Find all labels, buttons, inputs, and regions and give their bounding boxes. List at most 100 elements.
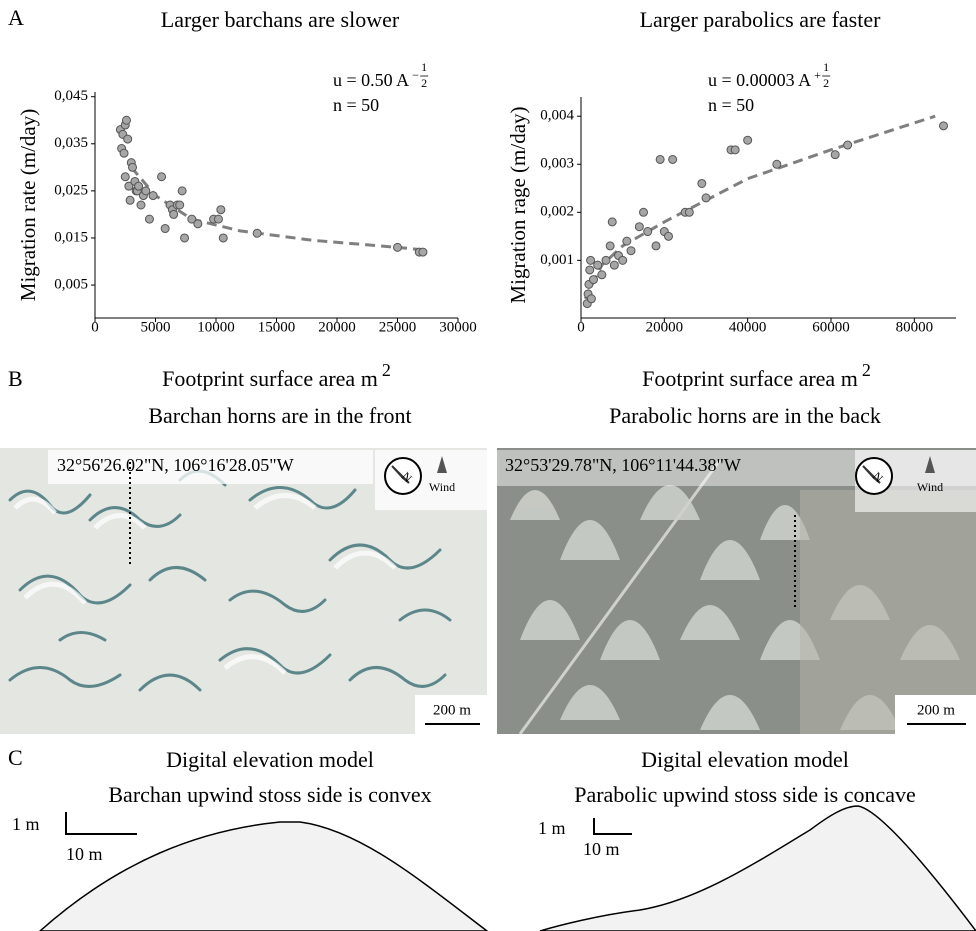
x-tick-label: 20000 [318,319,356,335]
data-point [651,241,661,251]
x-tick-label: 40000 [729,319,767,335]
profile-title: Digital elevation model [641,747,849,772]
profiles [38,805,976,931]
data-point [136,200,146,210]
x-axis-label-sup: 2 [862,360,871,380]
data-point [664,231,673,241]
chart-title: Larger parabolics are faster [640,7,882,32]
barchan-image [0,448,487,734]
data-point [830,150,840,160]
data-point [697,178,707,188]
exponent-num: 1 [823,60,829,74]
data-point [772,159,782,169]
equation: u = 0.50 A [333,70,409,90]
y-tick-label: 0,002 [540,204,574,220]
scale-label: 200 m [433,702,471,718]
data-point [618,255,628,265]
y-tick-label: 0,005 [54,276,88,292]
data-point [123,134,133,144]
data-point [121,115,131,125]
data-point [124,181,134,191]
y-tick-label: 0,045 [54,88,88,104]
data-point [187,214,197,224]
data-point [643,227,653,237]
y-tick-label: 0,035 [54,135,88,151]
data-point [218,233,228,243]
data-point [655,154,665,164]
x-tick-label: 60000 [812,319,850,335]
data-point [730,145,740,155]
data-point [593,260,603,270]
scale-label: 200 m [917,702,955,718]
exponent-den: 2 [421,76,427,90]
vertical-scale: 1 m [12,814,40,834]
data-point [169,209,179,219]
image-title: Parabolic horns are in the back [609,403,881,428]
data-point [193,219,203,229]
y-tick-label: 0,003 [540,156,574,172]
data-point [939,121,948,131]
profile-title: Digital elevation model [166,747,374,772]
data-point [175,200,185,210]
x-axis-label: Footprint surface area m [162,366,378,391]
data-point [177,186,187,196]
coordinates: 32°53'29.78"N, 106°11'44.38"W [505,455,741,475]
data-point [180,233,190,243]
x-tick-label: 80000 [896,319,934,335]
x-tick-label: 25000 [379,319,417,335]
x-axis-label: Footprint surface area m [642,366,858,391]
data-point [743,135,753,145]
data-point [125,195,135,205]
panel-letter: C [8,745,23,770]
wind-label: Wind [917,480,943,494]
data-point [144,214,154,224]
y-tick-label: 0,015 [54,229,88,245]
data-point [252,228,262,238]
equation: u = 0.00003 A [708,70,811,90]
data-point [589,275,598,285]
wind-label: Wind [429,480,455,494]
data-point [141,186,151,196]
data-point [418,247,428,257]
panel-letter: B [8,366,23,391]
data-point [597,270,607,280]
x-tick-label: 5000 [141,319,171,335]
data-point [160,224,170,234]
profile-subtitle: Parabolic upwind stoss side is concave [574,782,916,807]
y-axis-label: Migration rage (m/day) [506,106,530,303]
parabolic-image [497,448,976,734]
x-tick-label: 0 [91,319,99,335]
data-point [684,207,694,217]
chart-title: Larger barchans are slower [161,7,400,32]
data-point [634,222,644,232]
compass [384,456,966,725]
image-title: Barchan horns are in the front [148,403,411,428]
data-point [393,242,402,252]
data-point [605,241,615,251]
vertical-scale: 1 m [538,818,566,838]
exponent-sign: + [814,68,821,82]
y-tick-label: 0,004 [540,108,574,124]
data-point [586,294,596,304]
data-point [609,260,619,270]
horizontal-scale: 10 m [66,844,103,864]
y-axis-label: Migration rate (m/day) [16,109,40,301]
x-tick-label: 10000 [197,319,235,335]
data-point [607,217,617,227]
data-point [668,154,678,164]
coordinates: 32°56'26.02"N, 106°16'28.05"W [57,455,294,475]
data-point [157,172,167,182]
scale-bars [65,812,632,835]
data-point [843,140,853,150]
data-point [585,265,595,275]
data-point [586,255,596,265]
data-point [216,205,226,215]
profile-subtitle: Barchan upwind stoss side is convex [108,782,431,807]
x-axis-label-sup: 2 [382,360,391,380]
data-point [622,236,632,246]
exponent-den: 2 [823,76,829,90]
n-label: n = 50 [333,95,379,115]
x-tick-label: 20000 [646,319,684,335]
data-point [120,172,130,182]
